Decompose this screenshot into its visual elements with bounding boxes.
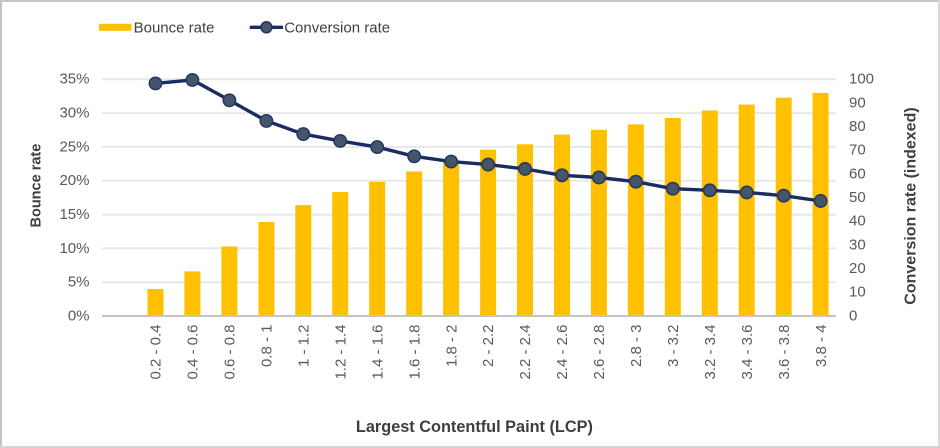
svg-text:Largest Contentful Paint (LCP): Largest Contentful Paint (LCP) xyxy=(356,418,593,436)
svg-text:100: 100 xyxy=(849,71,874,88)
svg-text:0.2 - 0.4: 0.2 - 0.4 xyxy=(148,325,165,380)
svg-text:0.6 - 0.8: 0.6 - 0.8 xyxy=(222,325,239,380)
svg-text:2 - 2.2: 2 - 2.2 xyxy=(480,325,497,368)
svg-text:35%: 35% xyxy=(59,71,89,88)
svg-text:Conversion rate: Conversion rate xyxy=(284,20,390,37)
svg-text:3.4 - 3.6: 3.4 - 3.6 xyxy=(739,325,756,380)
svg-text:25%: 25% xyxy=(59,138,89,155)
svg-text:0.4 - 0.6: 0.4 - 0.6 xyxy=(185,325,202,380)
svg-text:70: 70 xyxy=(849,142,866,159)
svg-text:2.4 - 2.6: 2.4 - 2.6 xyxy=(554,325,571,380)
svg-text:3.8 - 4: 3.8 - 4 xyxy=(813,325,830,368)
svg-text:30: 30 xyxy=(849,236,866,253)
svg-text:2.2 - 2.4: 2.2 - 2.4 xyxy=(517,325,534,380)
svg-text:15%: 15% xyxy=(59,206,89,223)
svg-text:30%: 30% xyxy=(59,105,89,122)
svg-text:3 - 3.2: 3 - 3.2 xyxy=(665,325,682,368)
svg-text:1.4 - 1.6: 1.4 - 1.6 xyxy=(369,325,386,380)
svg-text:2.8 - 3: 2.8 - 3 xyxy=(628,325,645,368)
svg-text:1 - 1.2: 1 - 1.2 xyxy=(296,325,313,368)
svg-text:0: 0 xyxy=(849,307,857,324)
svg-text:1.8 - 2: 1.8 - 2 xyxy=(443,325,460,368)
svg-text:40: 40 xyxy=(849,213,866,230)
svg-text:60: 60 xyxy=(849,165,866,182)
svg-text:Bounce rate: Bounce rate xyxy=(29,144,45,228)
svg-text:20: 20 xyxy=(849,260,866,277)
svg-text:1.6 - 1.8: 1.6 - 1.8 xyxy=(406,325,423,380)
svg-text:10%: 10% xyxy=(59,240,89,257)
svg-text:90: 90 xyxy=(849,94,866,111)
svg-text:50: 50 xyxy=(849,189,866,206)
svg-text:1.2 - 1.4: 1.2 - 1.4 xyxy=(332,325,349,380)
svg-text:Bounce rate: Bounce rate xyxy=(134,20,215,37)
svg-text:5%: 5% xyxy=(68,274,90,291)
svg-text:10: 10 xyxy=(849,284,866,301)
svg-text:3.2 - 3.4: 3.2 - 3.4 xyxy=(702,325,719,380)
svg-text:0%: 0% xyxy=(68,307,90,324)
svg-text:20%: 20% xyxy=(59,172,89,189)
svg-text:80: 80 xyxy=(849,118,866,135)
svg-text:Conversion rate (indexed): Conversion rate (indexed) xyxy=(903,107,920,304)
svg-text:2.6 - 2.8: 2.6 - 2.8 xyxy=(591,325,608,380)
svg-text:0.8 - 1: 0.8 - 1 xyxy=(259,325,276,368)
svg-text:3.6 - 3.8: 3.6 - 3.8 xyxy=(776,325,793,380)
